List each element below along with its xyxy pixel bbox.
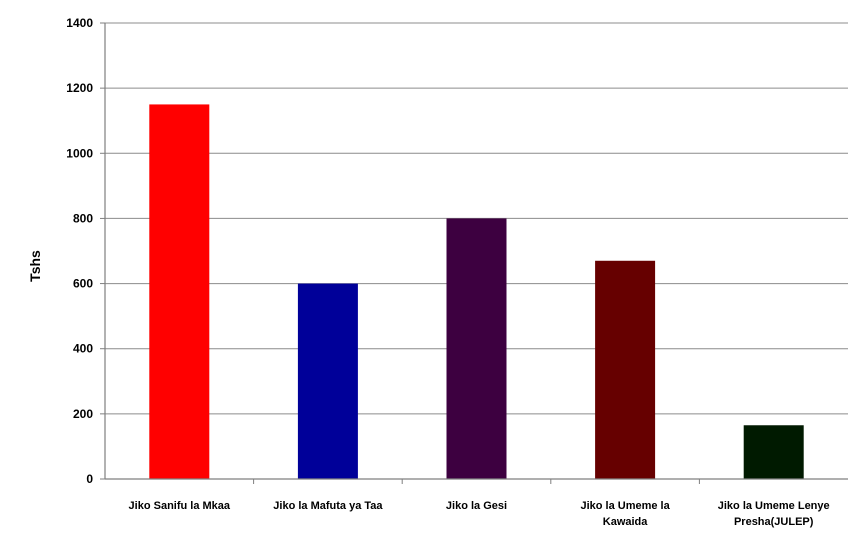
y-tick-label: 1200 — [66, 81, 93, 95]
bar — [743, 425, 804, 479]
bars — [149, 104, 804, 479]
x-category-label: Presha(JULEP) — [734, 516, 814, 528]
y-tick-label: 400 — [73, 342, 93, 356]
y-tick-label: 200 — [73, 407, 93, 421]
y-tick-label: 600 — [73, 277, 93, 291]
y-tick-labels: 0 200 400 600 800 1000 1200 1400 — [66, 16, 93, 486]
y-tick-label: 1000 — [66, 146, 93, 160]
bar — [149, 104, 210, 479]
y-tick-label: 1400 — [66, 16, 93, 30]
x-category-label: Jiko la Mafuta ya Taa — [273, 500, 383, 512]
bar — [446, 218, 507, 479]
y-tick-label: 0 — [86, 472, 93, 486]
axes — [104, 23, 848, 484]
y-tick-label: 800 — [73, 211, 93, 225]
y-axis-title: Tshs — [27, 250, 43, 282]
x-category-label: Jiko la Umeme Lenye — [718, 500, 830, 512]
x-category-label: Jiko la Gesi — [446, 500, 507, 512]
x-category-label: Jiko Sanifu la Mkaa — [129, 500, 231, 512]
x-category-label: Jiko la Umeme la — [580, 500, 670, 512]
bar — [297, 283, 358, 479]
x-category-labels: Jiko Sanifu la Mkaa Jiko la Mafuta ya Taa… — [129, 500, 830, 528]
bar — [595, 260, 656, 479]
x-category-label: Kawaida — [603, 516, 649, 528]
